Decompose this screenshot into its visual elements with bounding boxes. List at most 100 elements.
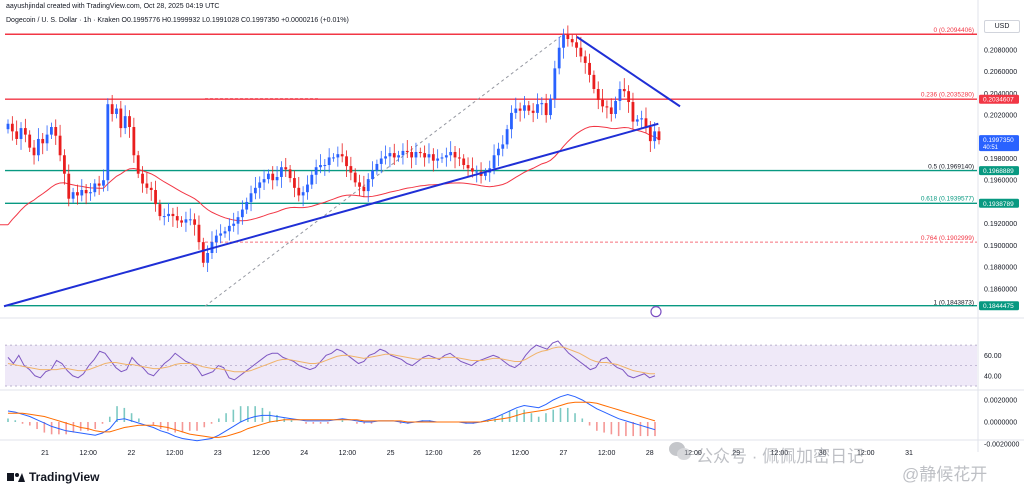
time-axis-label: 22 bbox=[128, 450, 136, 457]
price-label-value: 0.1844475 bbox=[983, 303, 1014, 310]
candle-body bbox=[15, 131, 19, 139]
time-axis-label: 27 bbox=[560, 450, 568, 457]
candle-body bbox=[149, 187, 153, 191]
chart-author-line: aayushjindal created with TradingView.co… bbox=[6, 3, 220, 10]
candle-body bbox=[249, 193, 253, 202]
time-axis-label: 28 bbox=[646, 450, 654, 457]
currency-button[interactable]: USD bbox=[984, 20, 1020, 33]
candle-body bbox=[123, 116, 127, 129]
watermark-account: 公众号 · 佩佩加密日记 bbox=[696, 447, 865, 466]
price-label-value: 0.1997350 bbox=[983, 137, 1014, 144]
candle-body bbox=[609, 107, 613, 114]
fib-level-label: 0 (0.2094406) bbox=[934, 27, 974, 34]
candle-body bbox=[288, 169, 292, 179]
time-axis-label: 25 bbox=[387, 450, 395, 457]
candle-body bbox=[514, 108, 518, 113]
candle-body bbox=[579, 47, 583, 57]
candle-body bbox=[240, 209, 244, 218]
candle-body bbox=[583, 56, 587, 63]
price-tick-label: 0.1900000 bbox=[984, 243, 1017, 250]
candle-body bbox=[592, 74, 596, 89]
candle-body bbox=[392, 153, 396, 158]
candle-body bbox=[553, 68, 557, 99]
candle-body bbox=[466, 165, 470, 169]
candle-body bbox=[214, 235, 218, 243]
candle-body bbox=[63, 155, 66, 174]
candle-body bbox=[540, 103, 544, 105]
candle-body bbox=[562, 34, 565, 48]
candle-body bbox=[158, 204, 162, 217]
candle-body bbox=[410, 151, 414, 158]
candle-body bbox=[332, 157, 335, 159]
price-label-value: 0.2034607 bbox=[983, 97, 1014, 104]
candle-body bbox=[575, 42, 578, 48]
candle-body bbox=[605, 106, 609, 108]
candle-body bbox=[145, 183, 149, 188]
time-axis-label: 29 bbox=[732, 450, 740, 457]
candle-body bbox=[614, 100, 617, 114]
candle-body bbox=[301, 192, 305, 196]
candle-body bbox=[54, 127, 58, 136]
candle-body bbox=[388, 153, 392, 157]
price-tick-label: 0.1960000 bbox=[984, 178, 1017, 185]
candle-body bbox=[644, 118, 648, 128]
time-axis-label: 12:00 bbox=[79, 450, 97, 457]
brand-name: TradingView bbox=[29, 470, 100, 484]
time-axis-label: 31 bbox=[905, 450, 913, 457]
candle-body bbox=[588, 62, 591, 75]
candle-body bbox=[549, 98, 552, 116]
signal-line bbox=[8, 401, 656, 438]
candle-body bbox=[267, 173, 270, 180]
candle-body bbox=[557, 47, 561, 69]
fib-level-label: 0.5 (0.1969140) bbox=[928, 163, 974, 170]
time-axis-label: 24 bbox=[300, 450, 308, 457]
macd-line bbox=[7, 393, 656, 442]
candle-body bbox=[631, 102, 635, 122]
candle-body bbox=[501, 144, 505, 149]
candle-body bbox=[484, 172, 487, 176]
candle-body bbox=[293, 178, 296, 188]
candle-body bbox=[635, 119, 639, 122]
time-axis-label: 23 bbox=[214, 450, 222, 457]
candle-body bbox=[379, 158, 383, 164]
candle-body bbox=[405, 150, 409, 152]
candle-body bbox=[36, 138, 40, 156]
candle-body bbox=[453, 151, 457, 158]
candle-body bbox=[622, 88, 626, 92]
candle-body bbox=[236, 217, 240, 224]
candle-body bbox=[50, 127, 53, 135]
candle-body bbox=[136, 155, 140, 174]
candle-body bbox=[640, 118, 644, 120]
candle-body bbox=[510, 112, 513, 130]
candle-body bbox=[206, 253, 210, 263]
candle-body bbox=[76, 192, 79, 196]
candle-body bbox=[201, 242, 205, 263]
candle-body bbox=[310, 174, 314, 185]
tradingview-logo[interactable]: TradingView bbox=[7, 470, 99, 484]
rsi-tick-label: 60.00 bbox=[984, 353, 1002, 360]
candle-body bbox=[314, 167, 318, 175]
candle-body bbox=[349, 166, 353, 173]
candle-body bbox=[184, 219, 188, 223]
candle-body bbox=[119, 108, 123, 129]
candle-body bbox=[28, 134, 32, 148]
candle-body bbox=[67, 173, 71, 199]
price-label-box bbox=[979, 94, 1019, 104]
candle-body bbox=[518, 108, 522, 111]
price-label-countdown: 40:51 bbox=[983, 145, 999, 151]
candle-body bbox=[444, 155, 448, 158]
price-tick-label: 0.2060000 bbox=[984, 69, 1017, 76]
candle-body bbox=[327, 157, 331, 166]
candle-body bbox=[345, 156, 348, 167]
price-tick-label: 0.1860000 bbox=[984, 286, 1017, 293]
time-axis-label: 26 bbox=[473, 450, 481, 457]
candle-body bbox=[97, 183, 101, 186]
candle-body bbox=[271, 173, 275, 181]
time-axis-label: 12:00 bbox=[252, 450, 270, 457]
candle-body bbox=[544, 103, 548, 116]
price-label-box bbox=[979, 166, 1019, 176]
watermark-author: @静候花开 bbox=[902, 465, 988, 484]
candle-body bbox=[358, 182, 361, 187]
candle-body bbox=[197, 224, 201, 243]
